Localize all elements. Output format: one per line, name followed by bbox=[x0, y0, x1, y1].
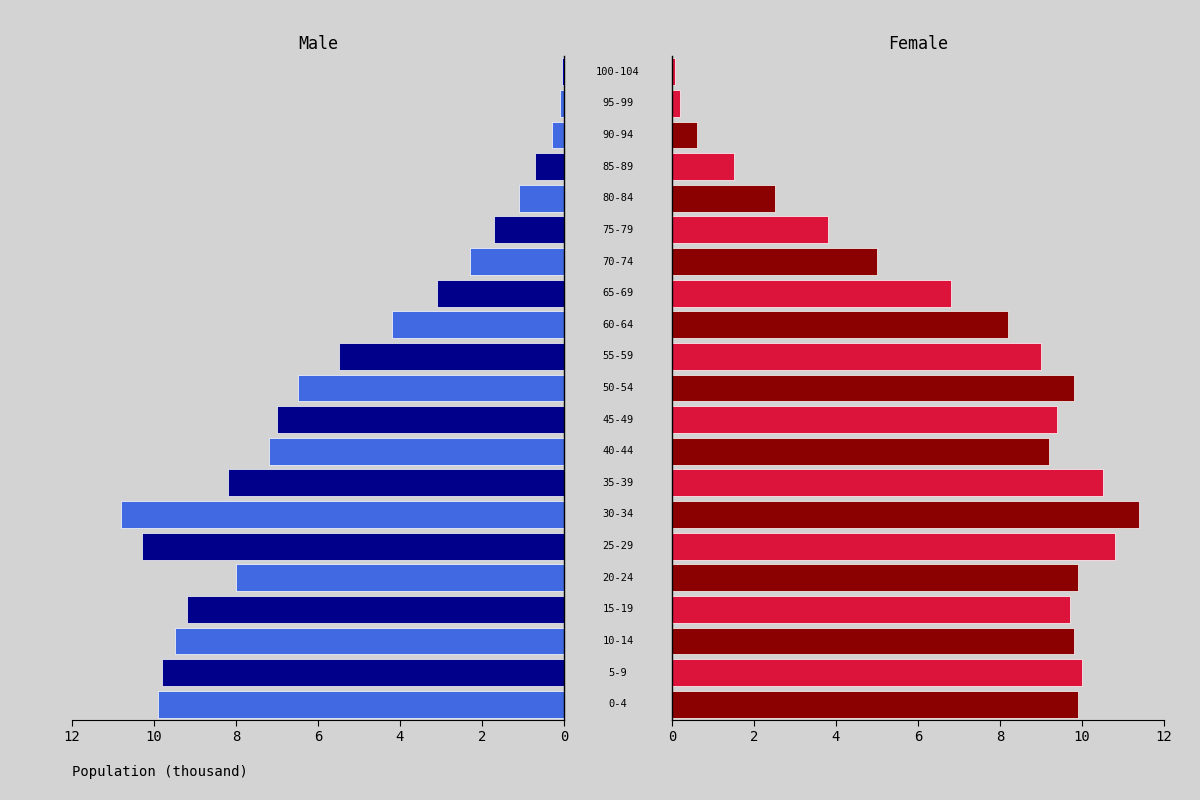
Text: 75-79: 75-79 bbox=[602, 225, 634, 235]
Bar bbox=[672, 470, 1103, 496]
Bar bbox=[672, 533, 1115, 559]
Bar bbox=[277, 406, 564, 433]
Bar bbox=[174, 627, 564, 654]
Bar bbox=[158, 690, 564, 718]
Bar bbox=[672, 248, 877, 275]
Text: 0-4: 0-4 bbox=[608, 699, 628, 709]
Text: Population (thousand): Population (thousand) bbox=[72, 765, 248, 779]
Bar bbox=[672, 90, 680, 117]
Bar bbox=[672, 122, 697, 149]
Bar bbox=[672, 154, 733, 180]
Text: 35-39: 35-39 bbox=[602, 478, 634, 488]
Title: Male: Male bbox=[298, 35, 338, 53]
Bar bbox=[672, 311, 1008, 338]
Text: 85-89: 85-89 bbox=[602, 162, 634, 172]
Bar bbox=[494, 217, 564, 243]
Text: 100-104: 100-104 bbox=[596, 67, 640, 77]
Text: 95-99: 95-99 bbox=[602, 98, 634, 109]
Text: 40-44: 40-44 bbox=[602, 446, 634, 456]
Text: 55-59: 55-59 bbox=[602, 351, 634, 362]
Bar bbox=[672, 343, 1042, 370]
Bar bbox=[672, 374, 1074, 402]
Bar bbox=[672, 564, 1078, 591]
Text: 60-64: 60-64 bbox=[602, 320, 634, 330]
Bar bbox=[672, 185, 774, 212]
Text: 20-24: 20-24 bbox=[602, 573, 634, 582]
Text: 50-54: 50-54 bbox=[602, 383, 634, 393]
Bar bbox=[162, 659, 564, 686]
Text: 80-84: 80-84 bbox=[602, 194, 634, 203]
Text: 5-9: 5-9 bbox=[608, 667, 628, 678]
Bar bbox=[228, 470, 564, 496]
Bar bbox=[562, 58, 564, 86]
Bar bbox=[672, 217, 828, 243]
Bar bbox=[672, 596, 1069, 622]
Bar bbox=[437, 280, 564, 306]
Title: Female: Female bbox=[888, 35, 948, 53]
Bar bbox=[672, 627, 1074, 654]
Bar bbox=[338, 343, 564, 370]
Bar bbox=[672, 58, 676, 86]
Bar bbox=[672, 690, 1078, 718]
Bar bbox=[672, 501, 1140, 528]
Bar bbox=[672, 280, 950, 306]
Text: 30-34: 30-34 bbox=[602, 510, 634, 519]
Bar bbox=[469, 248, 564, 275]
Bar bbox=[298, 374, 564, 402]
Bar bbox=[187, 596, 564, 622]
Bar bbox=[121, 501, 564, 528]
Text: 15-19: 15-19 bbox=[602, 604, 634, 614]
Bar bbox=[269, 438, 564, 465]
Bar bbox=[518, 185, 564, 212]
Bar bbox=[560, 90, 564, 117]
Text: 65-69: 65-69 bbox=[602, 288, 634, 298]
Bar bbox=[391, 311, 564, 338]
Bar bbox=[552, 122, 564, 149]
Text: 70-74: 70-74 bbox=[602, 257, 634, 266]
Text: 25-29: 25-29 bbox=[602, 541, 634, 551]
Bar bbox=[535, 154, 564, 180]
Bar bbox=[672, 659, 1082, 686]
Text: 10-14: 10-14 bbox=[602, 636, 634, 646]
Bar bbox=[672, 438, 1049, 465]
Bar bbox=[142, 533, 564, 559]
Text: 45-49: 45-49 bbox=[602, 414, 634, 425]
Bar bbox=[236, 564, 564, 591]
Bar bbox=[672, 406, 1057, 433]
Text: 90-94: 90-94 bbox=[602, 130, 634, 140]
